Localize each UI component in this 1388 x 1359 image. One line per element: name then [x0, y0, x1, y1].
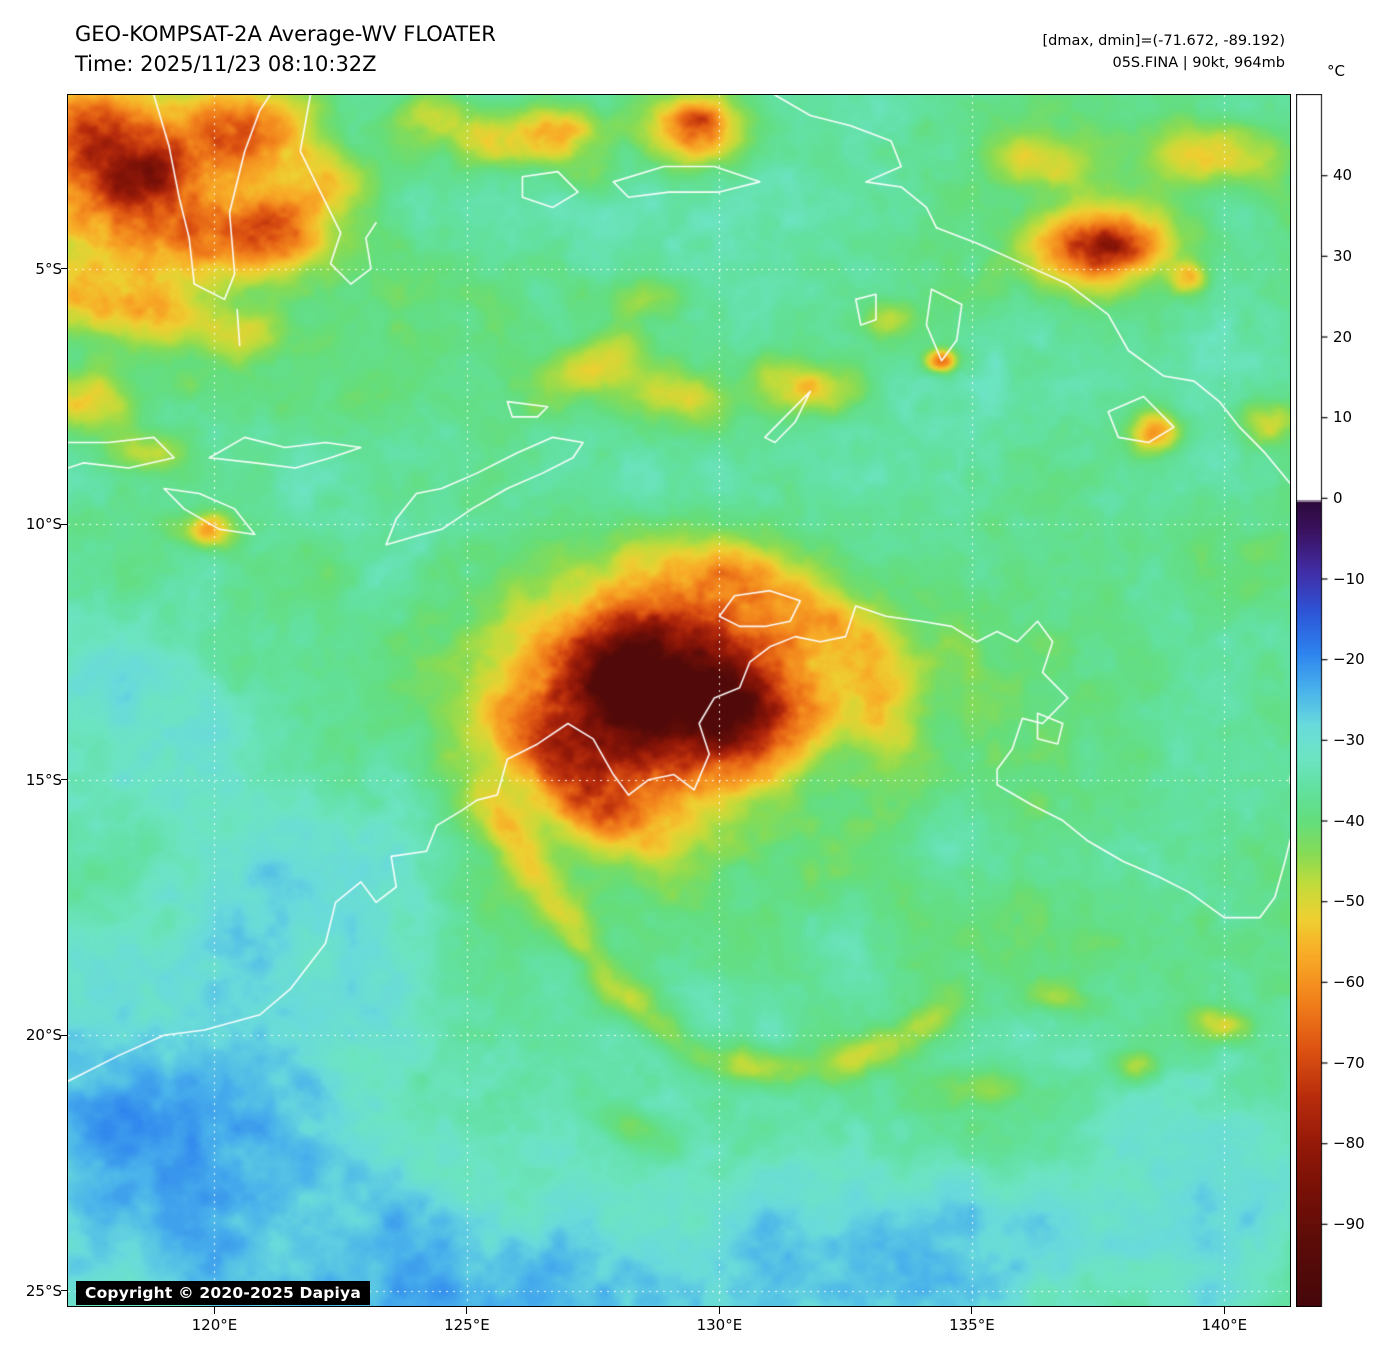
lat-tick-mark [61, 1034, 68, 1036]
lon-tick-mark [1223, 1307, 1225, 1314]
lat-tick-label: 15°S [25, 770, 62, 789]
colorbar-tick-label: 30 [1333, 246, 1353, 265]
header-readouts: [dmax, dmin]=(-71.672, -89.192) 05S.FINA… [1043, 30, 1286, 74]
lon-tick-label: 130°E [696, 1316, 743, 1334]
colorbar-tick-label: −20 [1333, 650, 1365, 669]
lon-tick-label: 140°E [1201, 1316, 1248, 1334]
lon-tick-mark [971, 1307, 973, 1314]
lon-tick-mark [718, 1307, 720, 1314]
colorbar-tick-label: 40 [1333, 166, 1353, 185]
storm-info: 05S.FINA | 90kt, 964mb [1112, 55, 1285, 71]
lon-tick-label: 135°E [949, 1316, 995, 1334]
colorbar-tick-label: −90 [1333, 1214, 1365, 1233]
lon-tick-mark [466, 1307, 468, 1314]
lat-tick-mark [61, 268, 68, 270]
lat-tick-label: 5°S [35, 259, 62, 278]
lon-tick-label: 125°E [444, 1316, 490, 1334]
colorbar-tick-label: −70 [1333, 1053, 1365, 1072]
colorbar [1296, 94, 1329, 1307]
lat-tick-mark [61, 779, 68, 781]
colorbar-unit-label: °C [1327, 62, 1345, 80]
colorbar-tick-label: −40 [1333, 811, 1365, 830]
colorbar-tick-label: 0 [1333, 488, 1343, 507]
copyright-badge: Copyright © 2020-2025 Dapiya [76, 1281, 371, 1305]
lat-tick-label: 20°S [25, 1026, 62, 1045]
colorbar-tick-label: −30 [1333, 730, 1365, 749]
lat-tick-label: 25°S [25, 1281, 62, 1300]
dmax-dmin-readout: [dmax, dmin]=(-71.672, -89.192) [1042, 33, 1286, 49]
page-title: GEO-KOMPSAT-2A Average-WV FLOATER [75, 22, 496, 46]
colorbar-tick-label: 10 [1333, 408, 1353, 427]
lat-tick-label: 10°S [25, 515, 62, 534]
timestamp: Time: 2025/11/23 08:10:32Z [75, 52, 377, 76]
lat-tick-mark [61, 523, 68, 525]
lon-tick-mark [213, 1307, 215, 1314]
map-panel: Copyright © 2020-2025 Dapiya [67, 94, 1291, 1307]
colorbar-tick-label: 20 [1333, 327, 1353, 346]
colorbar-tick-label: −10 [1333, 569, 1365, 588]
colorbar-tick-label: −50 [1333, 892, 1365, 911]
lat-tick-mark [61, 1290, 68, 1292]
satellite-image-canvas [68, 95, 1290, 1306]
lon-tick-label: 120°E [191, 1316, 238, 1334]
colorbar-tick-label: −80 [1333, 1134, 1365, 1153]
colorbar-tick-label: −60 [1333, 972, 1365, 991]
